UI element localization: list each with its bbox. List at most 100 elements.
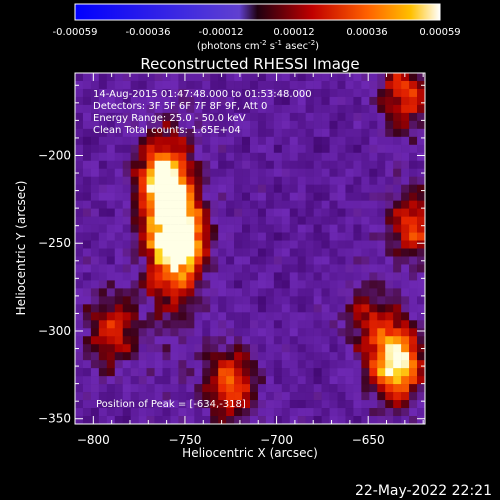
- heatmap-cell: [257, 304, 267, 313]
- heatmap-cell: [98, 368, 108, 377]
- heatmap-cell: [313, 144, 322, 154]
- heatmap-cell: [385, 344, 394, 353]
- heatmap-cell: [353, 73, 362, 82]
- heatmap-cell: [130, 176, 139, 185]
- heatmap-cell: [385, 376, 394, 385]
- heatmap-cell: [75, 184, 84, 193]
- heatmap-cell: [385, 240, 394, 249]
- heatmap-cell: [273, 344, 283, 353]
- heatmap-cell: [75, 88, 84, 98]
- heatmap-cell: [154, 360, 163, 369]
- heatmap-cell: [393, 176, 402, 185]
- heatmap-cell: [90, 248, 100, 257]
- heatmap-cell: [393, 136, 402, 146]
- heatmap-cell: [146, 336, 155, 345]
- heatmap-cell: [178, 184, 187, 193]
- heatmap-cell: [273, 400, 283, 409]
- heatmap-cell: [250, 248, 259, 257]
- heatmap-cell: [122, 240, 131, 249]
- heatmap-cell: [106, 160, 116, 170]
- heatmap-cell: [321, 368, 330, 377]
- heatmap-cell: [353, 96, 362, 106]
- heatmap-cell: [329, 328, 338, 337]
- heatmap-cell: [122, 232, 131, 241]
- heatmap-cell: [138, 232, 147, 241]
- heatmap-cell: [75, 104, 84, 114]
- heatmap-cell: [210, 240, 219, 249]
- heatmap-cell: [75, 360, 84, 369]
- heatmap-cell: [130, 272, 139, 281]
- heatmap-cell: [146, 168, 155, 178]
- heatmap-cell: [361, 280, 370, 289]
- heatmap-cell: [146, 176, 155, 185]
- heatmap-cell: [377, 344, 386, 353]
- heatmap-cell: [178, 88, 187, 98]
- heatmap-cell: [170, 88, 179, 98]
- heatmap-cell: [242, 200, 251, 209]
- heatmap-cell: [321, 232, 330, 241]
- heatmap-cell: [401, 240, 410, 249]
- heatmap-cell: [257, 392, 267, 401]
- heatmap-cell: [281, 240, 291, 249]
- heatmap-cell: [75, 272, 84, 281]
- heatmap-cell: [321, 400, 330, 409]
- heatmap-cell: [313, 160, 322, 170]
- heatmap-cell: [401, 136, 410, 146]
- heatmap-cell: [305, 328, 314, 337]
- heatmap-cell: [82, 216, 92, 225]
- heatmap-cell: [194, 232, 203, 241]
- heatmap-cell: [218, 104, 227, 114]
- heatmap-cell: [122, 400, 131, 409]
- heatmap-cell: [98, 320, 108, 329]
- heatmap-cell: [257, 264, 267, 273]
- heatmap-cell: [305, 272, 314, 281]
- heatmap-cell: [98, 160, 108, 170]
- heatmap-cell: [122, 336, 131, 345]
- heatmap-cell: [329, 376, 338, 385]
- heatmap-cell: [329, 288, 338, 297]
- heatmap-cell: [154, 104, 163, 114]
- heatmap-cell: [305, 296, 314, 305]
- heatmap-cell: [178, 416, 187, 425]
- heatmap-cell: [90, 120, 100, 130]
- heatmap-cell: [178, 400, 187, 409]
- heatmap-cell: [297, 272, 306, 281]
- heatmap-cell: [265, 288, 275, 297]
- heatmap-cell: [377, 360, 386, 369]
- heatmap-cell: [289, 408, 299, 417]
- heatmap-cell: [401, 376, 410, 385]
- heatmap-cell: [90, 384, 100, 393]
- heatmap-cell: [98, 264, 108, 273]
- heatmap-cell: [257, 192, 267, 201]
- heatmap-cell: [234, 296, 243, 305]
- heatmap-cell: [369, 392, 378, 401]
- heatmap-cell: [345, 160, 354, 170]
- heatmap-cell: [114, 112, 124, 122]
- heatmap-cell: [75, 288, 84, 297]
- heatmap-cell: [218, 112, 227, 122]
- heatmap-cell: [106, 120, 116, 130]
- heatmap-cell: [226, 120, 235, 130]
- heatmap-cell: [114, 344, 124, 353]
- heatmap-cell: [297, 360, 306, 369]
- heatmap-cell: [226, 392, 235, 401]
- heatmap-cell: [361, 216, 370, 225]
- heatmap-cell: [98, 344, 108, 353]
- heatmap-cell: [106, 368, 116, 377]
- heatmap-cell: [90, 104, 100, 114]
- heatmap-cell: [401, 112, 410, 122]
- heatmap-cell: [417, 128, 426, 138]
- heatmap-cell: [257, 152, 267, 162]
- heatmap-cell: [385, 88, 394, 98]
- heatmap-cell: [377, 104, 386, 114]
- heatmap-cell: [409, 352, 418, 361]
- heatmap-cell: [305, 184, 314, 193]
- heatmap-cell: [281, 136, 291, 146]
- heatmap-cell: [313, 344, 322, 353]
- heatmap-cell: [242, 384, 251, 393]
- heatmap-cell: [409, 112, 418, 122]
- heatmap-cell: [90, 184, 100, 193]
- heatmap-cell: [98, 376, 108, 385]
- heatmap-cell: [401, 208, 410, 217]
- heatmap-cell: [385, 80, 394, 90]
